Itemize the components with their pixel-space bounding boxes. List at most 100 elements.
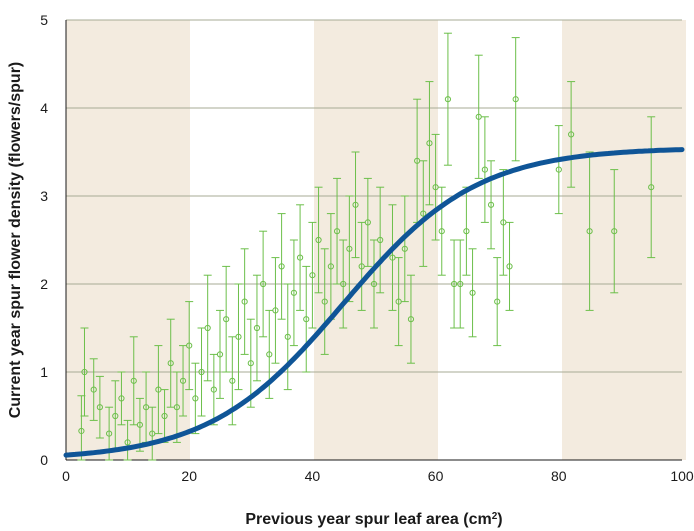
point-marker [370, 280, 378, 288]
data-point [209, 353, 218, 426]
point-marker [161, 412, 168, 420]
data-point [216, 309, 224, 399]
point-marker [266, 351, 273, 358]
data-point [406, 274, 415, 364]
data-point [77, 395, 86, 461]
data-point [129, 336, 138, 426]
point-marker [229, 377, 236, 384]
data-point [456, 239, 465, 329]
point-marker [198, 368, 205, 376]
data-point [277, 213, 286, 320]
y-tick-label: 2 [40, 276, 48, 292]
data-point [185, 301, 194, 391]
data-point [462, 186, 471, 276]
point-marker [401, 245, 408, 252]
data-point [493, 257, 502, 347]
point-marker [321, 298, 328, 305]
point-marker [506, 263, 513, 270]
point-marker [253, 324, 261, 332]
point-marker [457, 280, 464, 288]
point-marker [284, 333, 291, 340]
point-marker [611, 228, 618, 235]
point-marker [136, 421, 144, 428]
fit-curve [63, 147, 685, 458]
data-point [363, 177, 372, 267]
point-marker [216, 351, 224, 358]
y-axis-title: Current year spur flower density (flower… [7, 62, 24, 419]
data-point [179, 345, 188, 417]
point-marker [426, 140, 433, 147]
x-tick-label: 20 [181, 468, 197, 484]
point-marker [487, 201, 495, 208]
point-marker [315, 236, 322, 244]
point-marker [204, 324, 211, 332]
data-point [308, 221, 317, 329]
data-point [259, 230, 268, 338]
data-point [154, 345, 163, 435]
data-point [419, 160, 428, 267]
data-point [117, 371, 126, 426]
point-marker [494, 298, 501, 305]
background-band-0-20 [66, 20, 190, 460]
point-marker [364, 219, 371, 226]
x-axis-title-superscript: 2 [492, 511, 498, 522]
data-point [95, 375, 104, 439]
point-marker [352, 201, 359, 208]
point-marker [118, 395, 125, 402]
point-marker [444, 96, 452, 103]
point-marker [555, 166, 562, 173]
point-marker [377, 236, 384, 244]
data-point [370, 239, 378, 329]
point-marker [235, 333, 242, 340]
data-point [166, 318, 175, 408]
data-point [468, 248, 477, 338]
point-marker [124, 439, 131, 446]
data-point [610, 169, 619, 294]
point-marker [512, 96, 519, 103]
data-point [160, 389, 169, 443]
x-axis-title-main: Previous year spur leaf area (cm [245, 511, 491, 528]
point-marker [568, 131, 575, 138]
point-marker [223, 316, 230, 323]
point-marker [278, 263, 285, 270]
background-band-80-100 [562, 20, 686, 460]
data-point [271, 257, 280, 364]
data-point [89, 358, 98, 421]
point-marker [179, 377, 187, 384]
point-marker [648, 184, 655, 191]
point-marker [241, 298, 248, 305]
data-point [246, 318, 255, 408]
x-axis-title: Previous year spur leaf area (cm2) [245, 511, 502, 529]
data-point [511, 37, 520, 162]
point-marker [247, 360, 254, 367]
point-marker [96, 404, 103, 411]
y-tick-label: 4 [40, 100, 48, 116]
point-marker [469, 289, 476, 296]
data-point [333, 177, 342, 285]
data-point [400, 195, 409, 303]
point-marker [346, 245, 353, 252]
point-marker [112, 412, 119, 420]
data-point [283, 283, 292, 391]
data-point [351, 151, 360, 259]
y-tick-labels: 0 1 2 3 4 5 [40, 12, 48, 468]
data-point [302, 265, 311, 373]
point-marker [210, 386, 217, 393]
data-point [80, 327, 89, 417]
data-point [585, 151, 594, 311]
data-point [296, 204, 305, 311]
data-point [425, 81, 434, 206]
point-marker [186, 342, 193, 349]
data-point [234, 283, 243, 391]
data-point [289, 239, 298, 347]
point-marker [333, 228, 341, 235]
y-tick-label: 5 [40, 12, 48, 28]
data-point [339, 239, 348, 329]
data-point [203, 274, 212, 382]
point-marker [78, 427, 85, 435]
data-point [191, 362, 200, 435]
data-point [197, 327, 206, 417]
data-point [376, 186, 385, 294]
data-point [252, 274, 261, 382]
point-marker [90, 386, 97, 393]
